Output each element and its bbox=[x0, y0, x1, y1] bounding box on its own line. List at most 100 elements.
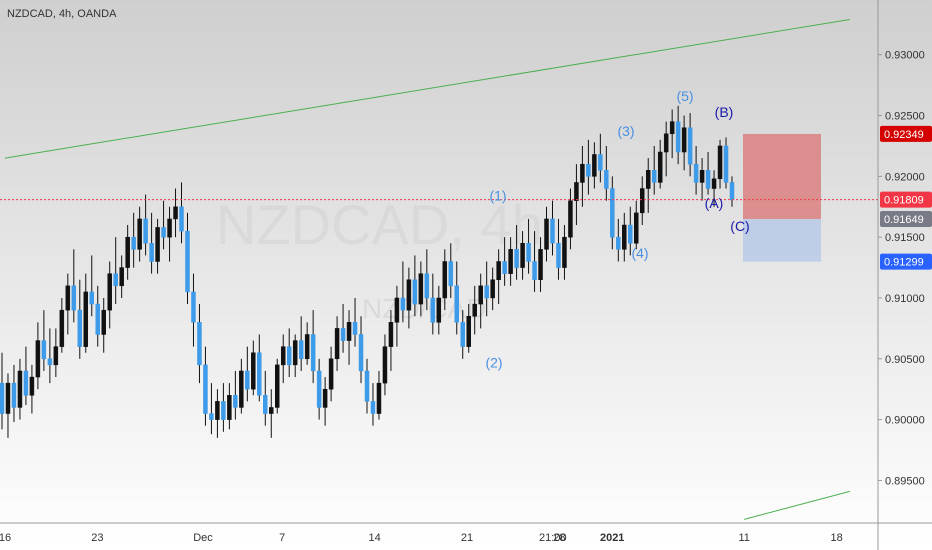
candle-body-up bbox=[65, 285, 71, 311]
candle-body-down bbox=[77, 309, 83, 347]
upper-channel-line[interactable] bbox=[4, 18, 850, 159]
candle bbox=[322, 377, 328, 426]
candle bbox=[544, 206, 549, 262]
elliott-wave-labels[interactable]: (1) (2) (3) (4) (5) (A) (B) (C) bbox=[485, 88, 749, 370]
price-badge[interactable]: 0.91809 bbox=[880, 191, 932, 208]
candle-body-up bbox=[472, 303, 477, 317]
candle-body-up bbox=[544, 218, 549, 250]
candle-body-down bbox=[448, 261, 454, 287]
wave-label[interactable]: (5) bbox=[676, 88, 693, 104]
candle-body-down bbox=[143, 218, 148, 244]
wave-label[interactable]: (A) bbox=[705, 195, 724, 211]
candle bbox=[628, 206, 633, 256]
candle-body-down bbox=[412, 279, 418, 305]
candle bbox=[442, 249, 448, 311]
candle-body-down bbox=[47, 358, 53, 366]
candle bbox=[173, 188, 178, 238]
candle-body-down bbox=[586, 163, 591, 177]
wave-label[interactable]: (1) bbox=[489, 188, 506, 204]
candle-body-up bbox=[155, 227, 160, 262]
x-tick-label: 7 bbox=[279, 532, 285, 544]
candle-body-up bbox=[436, 297, 442, 323]
candle-body-up bbox=[29, 376, 35, 396]
candle-body-down bbox=[340, 328, 346, 341]
candle-body-down bbox=[209, 413, 214, 420]
candle bbox=[286, 328, 292, 378]
candle-body-down bbox=[616, 236, 621, 250]
candle bbox=[185, 212, 190, 305]
candle-body-up bbox=[274, 364, 280, 408]
take-profit-zone[interactable] bbox=[743, 219, 821, 262]
candle bbox=[520, 231, 525, 280]
candle-body-up bbox=[711, 178, 717, 189]
candle-body-up bbox=[442, 261, 448, 299]
candle bbox=[125, 225, 130, 280]
candle-body-down bbox=[610, 188, 615, 238]
candle-body-down bbox=[705, 170, 711, 189]
price-badge[interactable]: 0.91299 bbox=[880, 253, 932, 270]
price-badge-bg bbox=[880, 211, 932, 228]
chart-title: NZDCAD, 4h, OANDA bbox=[7, 8, 117, 20]
price-badge[interactable]: 0.91649 bbox=[880, 211, 932, 228]
short-position-tool[interactable] bbox=[743, 133, 821, 262]
candle-body-down bbox=[526, 243, 531, 262]
candle-body-up bbox=[119, 267, 124, 287]
candle bbox=[203, 346, 208, 426]
candle bbox=[137, 206, 142, 262]
candle bbox=[292, 334, 298, 378]
stop-loss-zone[interactable] bbox=[743, 133, 821, 220]
wave-label[interactable]: (2) bbox=[485, 354, 502, 370]
candle bbox=[705, 152, 711, 195]
price-badge-label: 0.91649 bbox=[884, 214, 924, 226]
candle-body-down bbox=[298, 340, 304, 360]
candle bbox=[580, 145, 585, 207]
trend-lines[interactable] bbox=[4, 18, 850, 520]
candle-body-down bbox=[233, 395, 238, 408]
candle-body-down bbox=[95, 303, 100, 335]
x-tick-label: 11 bbox=[738, 532, 749, 544]
candle-body-down bbox=[687, 127, 693, 165]
candle bbox=[340, 304, 346, 353]
price-axis[interactable]: 0.93000 0.92500 0.92000 0.91500 0.91000 0.905… bbox=[877, 0, 932, 550]
candle-body-down bbox=[203, 364, 208, 414]
candle-body-up bbox=[496, 261, 501, 280]
candle bbox=[274, 358, 280, 414]
candle bbox=[460, 310, 465, 359]
candle bbox=[418, 261, 424, 317]
lower-channel-line[interactable] bbox=[744, 490, 850, 520]
candle-body-down bbox=[89, 291, 95, 305]
candle-body-down bbox=[400, 297, 406, 311]
candle-body-up bbox=[334, 328, 340, 360]
candle bbox=[113, 237, 118, 305]
price-badge[interactable]: 0.92349 bbox=[880, 125, 932, 142]
candle-body-up bbox=[101, 309, 106, 335]
candle-body-up bbox=[173, 206, 178, 220]
candle bbox=[131, 212, 136, 268]
candle bbox=[651, 145, 657, 195]
candle-body-up bbox=[346, 322, 352, 341]
wave-label[interactable]: (B) bbox=[715, 104, 734, 120]
candle bbox=[717, 139, 723, 189]
candle-body-down bbox=[651, 170, 657, 183]
candle-body-down bbox=[484, 285, 489, 299]
candle bbox=[604, 145, 609, 201]
candle-body-up bbox=[388, 322, 394, 347]
candle bbox=[556, 218, 561, 280]
candle bbox=[29, 364, 35, 414]
candle-body-up bbox=[269, 407, 274, 414]
candle bbox=[11, 364, 17, 423]
candle-body-down bbox=[197, 322, 202, 366]
candle-body-down bbox=[693, 163, 699, 183]
wave-label[interactable]: (4) bbox=[631, 245, 648, 261]
wave-label[interactable]: (3) bbox=[617, 123, 634, 139]
candle bbox=[472, 285, 477, 335]
candle bbox=[616, 218, 621, 262]
candle-body-down bbox=[0, 382, 5, 414]
candle-body-up bbox=[639, 188, 645, 214]
candle bbox=[149, 212, 154, 274]
candle-body-up bbox=[622, 224, 627, 250]
wave-label[interactable]: (C) bbox=[730, 218, 749, 234]
